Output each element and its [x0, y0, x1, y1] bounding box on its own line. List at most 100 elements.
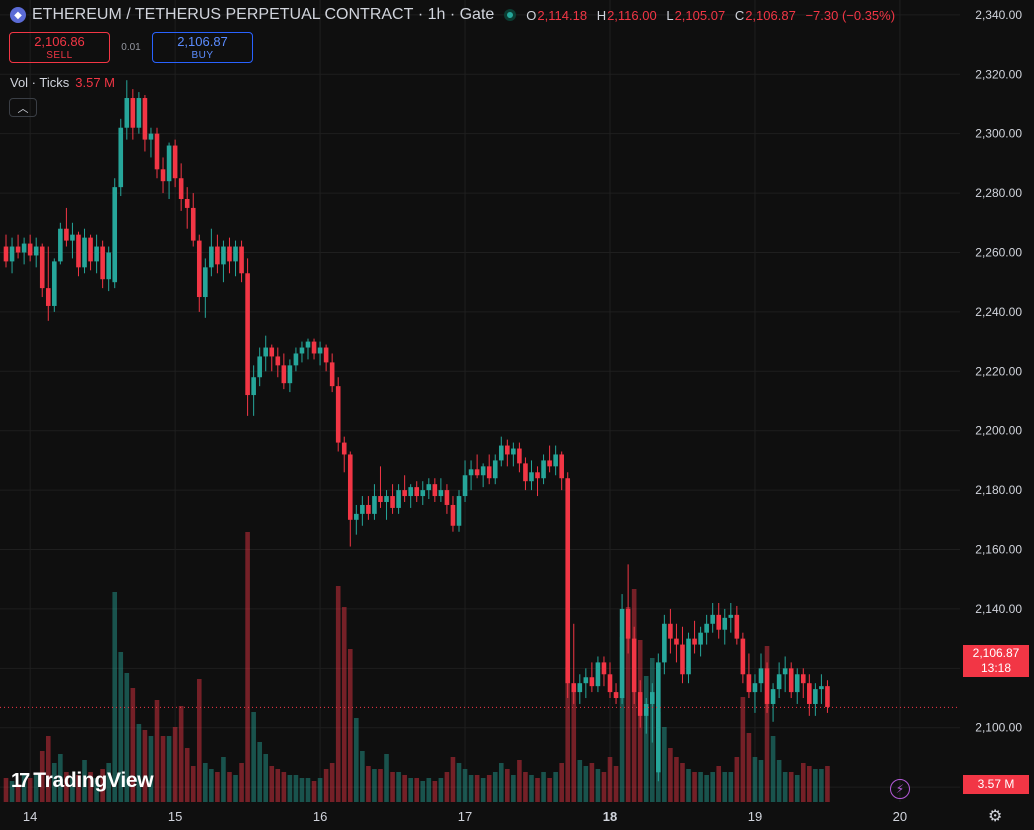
candle-body — [740, 638, 746, 675]
collapse-legend-button[interactable]: ︿ — [9, 98, 37, 117]
candle-body — [166, 145, 172, 182]
time-tick-label: 16 — [313, 809, 327, 824]
candle-body — [233, 246, 238, 262]
candle-body — [764, 668, 770, 704]
volume-bar — [432, 781, 438, 802]
candle-body — [372, 496, 377, 514]
volume-bar — [426, 778, 432, 802]
symbol-title[interactable]: ETHEREUM / TETHERUS PERPETUAL CONTRACT — [32, 6, 414, 23]
candle-body — [517, 448, 522, 464]
candle-body — [263, 347, 269, 357]
candle-body — [480, 466, 486, 476]
volume-bar — [517, 760, 522, 802]
volume-bar — [372, 769, 377, 802]
candle-body — [686, 638, 691, 675]
volume-bar — [541, 772, 546, 802]
volume-legend[interactable]: Vol · Ticks 3.57 M — [10, 75, 115, 90]
volume-bar — [529, 775, 534, 802]
candle-body — [625, 608, 631, 639]
time-tick-label: 17 — [458, 809, 472, 824]
candle-body — [366, 504, 371, 514]
candle-body — [9, 246, 15, 262]
candle-body — [88, 237, 93, 262]
volume-bar — [39, 751, 45, 802]
candle-body — [613, 692, 619, 699]
volume-bar — [341, 607, 347, 802]
candle-body — [589, 677, 595, 687]
volume-bar — [311, 781, 317, 802]
candle-body — [770, 689, 776, 704]
candle-body — [583, 677, 589, 684]
volume-bar — [196, 679, 202, 802]
lightning-icon[interactable]: ⚡ — [890, 779, 910, 799]
volume-bar — [21, 775, 27, 802]
price-tick-label: 2,220.00 — [975, 364, 1022, 378]
candle-body — [118, 127, 124, 188]
candle-body — [680, 644, 685, 675]
candle-body — [70, 234, 75, 241]
close-value: 2,106.87 — [745, 7, 796, 23]
tradingview-logo[interactable]: 17 TradingView — [11, 769, 154, 793]
exchange-label[interactable]: Gate — [459, 6, 495, 23]
volume-bar — [643, 676, 649, 802]
candle-body — [3, 246, 9, 262]
volume-bar — [589, 763, 595, 802]
volume-bar — [668, 748, 673, 802]
candle-body — [209, 246, 214, 268]
volume-bar — [275, 769, 281, 802]
volume-bar — [450, 757, 456, 802]
price-tick-label: 2,180.00 — [975, 483, 1022, 497]
buy-button[interactable]: 2,106.87 BUY — [152, 32, 253, 63]
volume-bar — [535, 778, 540, 802]
candle-body — [323, 347, 329, 363]
volume-bar — [190, 766, 196, 802]
candle-body — [281, 365, 287, 384]
volume-bar — [58, 754, 63, 802]
volume-bar — [438, 778, 444, 802]
candle-body — [547, 460, 552, 467]
separator: · — [445, 6, 460, 23]
price-tick-label: 2,320.00 — [975, 67, 1022, 81]
price-tick-label: 2,340.00 — [975, 8, 1022, 22]
volume-bar — [414, 778, 420, 802]
separator: · — [413, 6, 428, 23]
buy-price: 2,106.87 — [177, 34, 228, 49]
volume-bar — [9, 781, 15, 802]
volume-bar — [758, 760, 764, 802]
candle-body — [722, 617, 728, 630]
sell-button[interactable]: 2,106.86 SELL — [9, 32, 110, 63]
ethereum-icon: ◆ — [10, 7, 26, 23]
candle-body — [492, 460, 498, 479]
candle-body — [172, 145, 178, 179]
volume-bar — [704, 775, 709, 802]
candle-body — [595, 662, 601, 687]
gear-icon[interactable]: ⚙ — [988, 808, 1003, 825]
market-status-icon[interactable] — [504, 9, 517, 21]
volume-label: Vol · Ticks — [10, 75, 70, 90]
volume-bar — [402, 775, 407, 802]
candle-body — [807, 683, 812, 704]
candle-body — [45, 288, 51, 306]
close-key: C — [734, 7, 745, 23]
chart-grid — [0, 0, 960, 802]
volume-bar — [88, 772, 93, 802]
volume-bar — [674, 757, 679, 802]
volume-bar — [251, 712, 256, 802]
volume-bar — [692, 772, 697, 802]
candle-body — [643, 703, 649, 716]
candle-body — [257, 356, 262, 378]
volume-bar — [64, 772, 69, 802]
volume-bar — [462, 769, 468, 802]
volume-bar — [148, 736, 154, 802]
candle-body — [511, 448, 516, 455]
candle-body — [698, 632, 703, 645]
candle-body — [577, 683, 583, 693]
candle-body — [317, 347, 323, 354]
candle-body — [704, 623, 709, 633]
candle-body — [559, 454, 564, 479]
interval-label[interactable]: 1h — [427, 6, 446, 23]
volume-bar — [511, 775, 516, 802]
candle-body — [215, 246, 220, 265]
volume-bar — [299, 778, 305, 802]
